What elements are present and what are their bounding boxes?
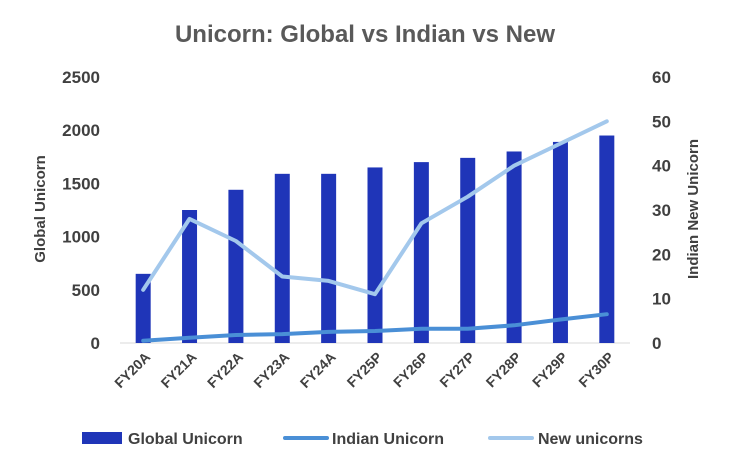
x-axis-ticks: FY20A FY21A FY22A FY23A FY24A FY25P FY26P FY27P… bbox=[111, 349, 617, 391]
x-tick-label: FY24A bbox=[297, 349, 339, 391]
legend-label: New unicorns bbox=[538, 431, 643, 448]
left-tick-label: 1000 bbox=[62, 228, 100, 247]
legend-label: Global Unicorn bbox=[128, 431, 243, 448]
right-axis-ticks: 0 10 20 30 40 50 60 bbox=[652, 68, 671, 353]
global-unicorn-bar bbox=[367, 167, 383, 343]
x-tick-label: FY30P bbox=[575, 349, 617, 391]
x-tick-label: FY27P bbox=[436, 349, 478, 391]
global-unicorn-bar bbox=[506, 151, 522, 343]
global-unicorn-bar bbox=[321, 173, 337, 343]
global-unicorn-bar bbox=[228, 189, 244, 343]
x-tick-label: FY29P bbox=[529, 349, 571, 391]
x-tick-label: FY21A bbox=[158, 349, 200, 391]
x-tick-label: FY23A bbox=[250, 349, 292, 391]
right-tick-label: 0 bbox=[652, 334, 661, 353]
left-tick-label: 1500 bbox=[62, 174, 100, 193]
right-axis-title: Indian New Unicorn bbox=[685, 139, 702, 279]
x-tick-label: FY26P bbox=[390, 349, 432, 391]
global-unicorn-bar bbox=[552, 141, 568, 343]
left-axis-ticks: 0 500 1000 1500 2000 2500 bbox=[62, 68, 100, 353]
left-tick-label: 2000 bbox=[62, 121, 100, 140]
global-unicorn-bar bbox=[599, 135, 615, 343]
left-tick-label: 0 bbox=[91, 334, 100, 353]
chart-title: Unicorn: Global vs Indian vs New bbox=[175, 21, 555, 48]
right-tick-label: 30 bbox=[652, 201, 671, 220]
legend-label: Indian Unicorn bbox=[332, 431, 444, 448]
legend: Global Unicorn Indian Unicorn New unicorns bbox=[82, 431, 643, 448]
left-tick-label: 2500 bbox=[62, 68, 100, 87]
x-tick-label: FY25P bbox=[344, 349, 386, 391]
legend-swatch bbox=[82, 432, 122, 444]
line-series bbox=[141, 119, 609, 343]
global-unicorn-bar bbox=[460, 157, 476, 343]
left-tick-label: 500 bbox=[72, 281, 100, 300]
new-unicorns-line bbox=[141, 119, 609, 297]
global-unicorn-bar bbox=[413, 162, 429, 343]
global-unicorn-bar bbox=[182, 210, 198, 343]
global-unicorn-bar bbox=[274, 173, 290, 343]
right-tick-label: 10 bbox=[652, 290, 671, 309]
global-unicorn-bar bbox=[135, 273, 151, 343]
right-tick-label: 60 bbox=[652, 68, 671, 87]
x-tick-label: FY28P bbox=[483, 349, 525, 391]
global-unicorn-bars bbox=[135, 135, 615, 343]
right-tick-label: 20 bbox=[652, 245, 671, 264]
x-tick-label: FY22A bbox=[204, 349, 246, 391]
right-tick-label: 40 bbox=[652, 157, 671, 176]
x-tick-label: FY20A bbox=[111, 349, 153, 391]
left-axis-title: Global Unicorn bbox=[32, 155, 49, 263]
indian-unicorn-line bbox=[141, 312, 609, 343]
right-tick-label: 50 bbox=[652, 112, 671, 131]
